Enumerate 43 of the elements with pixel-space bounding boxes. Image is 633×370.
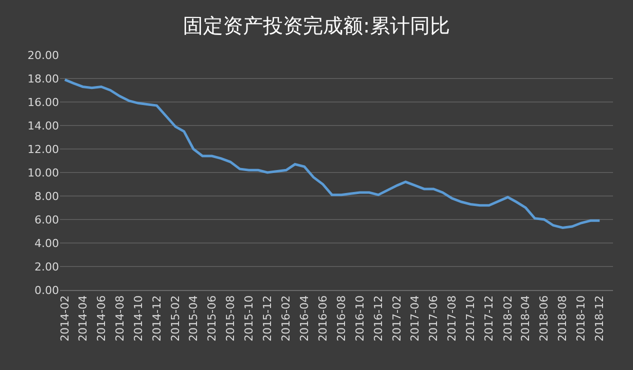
- x-tick-label: 2017-10: [464, 295, 478, 342]
- y-tick-label: 16.00: [28, 96, 59, 109]
- x-tick-label: 2015-06: [205, 295, 218, 342]
- line-series: [64, 78, 601, 229]
- y-tick-label: 2.00: [34, 260, 59, 274]
- x-tick-label: 2014-06: [94, 295, 108, 342]
- x-tick-label: 2015-10: [242, 295, 256, 342]
- x-tick-label: 2016-04: [298, 295, 311, 342]
- y-tick-label: 20.00: [28, 48, 59, 62]
- x-tick-label: 2014-02: [58, 295, 72, 342]
- y-tick-label: 18.00: [28, 72, 59, 86]
- y-tick-label: 14.00: [28, 119, 59, 132]
- x-tick-label: 2015-04: [186, 295, 200, 342]
- x-tick-label: 2014-08: [113, 295, 126, 342]
- y-tick-label: 6.00: [34, 213, 59, 226]
- x-tick-label: 2018-12: [593, 295, 606, 342]
- x-tick-label: 2016-12: [372, 295, 385, 342]
- x-tick-label: 2017-04: [408, 295, 422, 342]
- x-tick-label: 2017-12: [482, 295, 496, 342]
- x-tick-label: 2016-10: [353, 295, 366, 342]
- x-tick-label: 2014-10: [132, 295, 145, 342]
- x-tick-label: 2016-06: [316, 295, 330, 342]
- x-tick-label: 2014-04: [76, 295, 90, 342]
- x-tick-label: 2018-02: [501, 295, 514, 342]
- x-tick-label: 2017-06: [427, 295, 440, 342]
- x-tick-label: 2015-08: [224, 295, 237, 342]
- x-tick-label: 2017-02: [390, 295, 404, 342]
- x-tick-label: 2018-08: [556, 295, 570, 342]
- y-tick-label: 0.00: [34, 284, 59, 297]
- x-tick-label: 2018-10: [574, 295, 588, 342]
- x-tick-label: 2018-04: [519, 295, 532, 342]
- x-tick-label: 2014-12: [150, 295, 164, 342]
- x-tick-label: 2016-08: [334, 295, 348, 342]
- y-tick-label: 10.00: [28, 166, 59, 180]
- y-tick-label: 8.00: [34, 190, 59, 203]
- x-tick-label: 2017-08: [446, 295, 459, 342]
- y-tick-label: 12.00: [28, 142, 59, 156]
- x-tick-label: 2015-02: [169, 295, 182, 342]
- chart-title: 固定资产投资完成额:累计同比: [183, 14, 450, 38]
- y-tick-label: 4.00: [34, 236, 59, 250]
- x-tick-label: 2016-02: [280, 295, 293, 342]
- x-tick-label: 2015-12: [260, 295, 274, 342]
- x-tick-label: 2018-06: [538, 295, 551, 342]
